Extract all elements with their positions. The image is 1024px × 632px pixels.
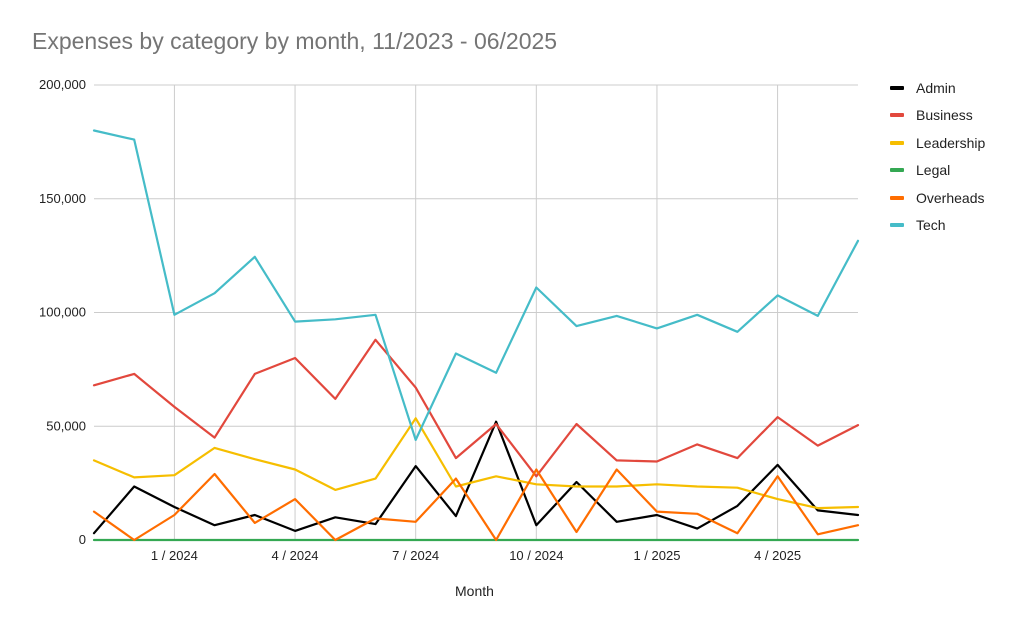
series-lines: [92, 129, 860, 542]
legend-label-business: Business: [916, 107, 973, 124]
legend-item-business[interactable]: Business: [890, 102, 985, 130]
x-tick-label: 1 / 2024: [151, 548, 198, 563]
legend-swatch-leadership: [890, 140, 904, 145]
legend-label-admin: Admin: [916, 79, 956, 96]
series-line-overheads: [92, 468, 860, 542]
y-tick-label: 100,000: [39, 305, 86, 320]
series-line-leadership: [92, 417, 860, 510]
legend-swatch-overheads: [890, 195, 904, 200]
x-tick-label: 1 / 2025: [633, 548, 680, 563]
legend-item-leadership[interactable]: Leadership: [890, 129, 985, 157]
legend-swatch-legal: [890, 168, 904, 173]
legend-label-tech: Tech: [916, 217, 946, 234]
y-tick-label: 150,000: [39, 191, 86, 206]
series-line-business: [92, 338, 860, 478]
series-line-admin: [92, 420, 860, 535]
series-line-tech: [92, 129, 860, 441]
x-tick-label: 4 / 2024: [272, 548, 319, 563]
legend-label-overheads: Overheads: [916, 189, 985, 206]
x-tick-label: 4 / 2025: [754, 548, 801, 563]
legend-item-overheads[interactable]: Overheads: [890, 184, 985, 212]
legend-label-legal: Legal: [916, 162, 951, 179]
legend-swatch-business: [890, 113, 904, 118]
grid-lines: [94, 84, 858, 540]
legend-swatch-admin: [890, 85, 904, 90]
y-tick-label: 50,000: [46, 418, 86, 433]
legend-item-admin[interactable]: Admin: [890, 74, 985, 102]
legend-swatch-tech: [890, 223, 904, 228]
legend: Admin Business Leadership Legal Overhead…: [890, 74, 985, 239]
legend-label-leadership: Leadership: [916, 134, 986, 151]
y-tick-label: 200,000: [39, 77, 86, 92]
y-tick-label: 0: [79, 532, 86, 547]
x-tick-label: 7 / 2024: [392, 548, 439, 563]
legend-item-legal[interactable]: Legal: [890, 157, 985, 185]
x-tick-label: 10 / 2024: [509, 548, 563, 563]
chart-title: Expenses by category by month, 11/2023 -…: [32, 28, 558, 54]
legend-item-tech[interactable]: Tech: [890, 212, 985, 240]
axes: 0 50,000 100,000 150,000 200,000 1 / 2024 4 / …: [39, 77, 801, 563]
x-axis-label: Month: [455, 583, 494, 599]
